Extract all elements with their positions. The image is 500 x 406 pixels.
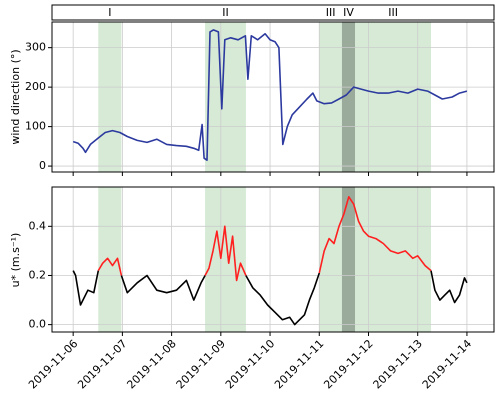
period-shade xyxy=(319,187,342,332)
x-tick-label: 2019-11-07 xyxy=(75,337,129,391)
plot-frame xyxy=(51,186,495,333)
x-tick-label: 2019-11-13 xyxy=(371,337,425,391)
x-tick-label: 2019-11-10 xyxy=(223,337,277,391)
phase-label: III xyxy=(388,6,398,19)
y-tick-label: 0.2 xyxy=(29,268,47,281)
period-shade xyxy=(98,22,122,172)
period-shade xyxy=(355,187,431,332)
period-shade xyxy=(341,187,356,332)
x-tick-label: 2019-11-14 xyxy=(420,337,474,391)
y-tick-label: 0.4 xyxy=(29,219,47,232)
period-shade xyxy=(205,22,246,172)
phase-strip xyxy=(51,4,495,21)
y-axis-label: u* (m.s⁻¹) xyxy=(9,233,22,288)
data-line xyxy=(72,29,468,161)
x-tick-label: 2019-11-12 xyxy=(321,337,375,391)
period-shade xyxy=(341,22,356,172)
period-shade xyxy=(319,22,342,172)
y-tick-label: 200 xyxy=(25,80,46,93)
period-shade xyxy=(355,22,431,172)
x-tick-label: 2019-11-08 xyxy=(124,337,178,391)
data-line xyxy=(97,196,432,282)
x-tick-label: 2019-11-09 xyxy=(174,337,228,391)
y-tick-label: 100 xyxy=(25,120,46,133)
y-tick-label: 0.0 xyxy=(29,318,47,331)
y-tick-label: 300 xyxy=(25,41,46,54)
period-shade xyxy=(98,187,122,332)
y-axis-label: wind direction (°) xyxy=(9,49,22,144)
y-tick-label: 0 xyxy=(39,159,46,172)
phase-label: III xyxy=(326,6,336,19)
phase-label: II xyxy=(222,6,229,19)
period-shade xyxy=(205,187,246,332)
phase-label: I xyxy=(108,6,111,19)
x-tick-label: 2019-11-06 xyxy=(26,337,80,391)
data-line xyxy=(72,270,468,326)
x-tick-label: 2019-11-11 xyxy=(272,337,326,391)
plot-frame xyxy=(51,21,495,173)
phase-label: IV xyxy=(343,6,354,19)
